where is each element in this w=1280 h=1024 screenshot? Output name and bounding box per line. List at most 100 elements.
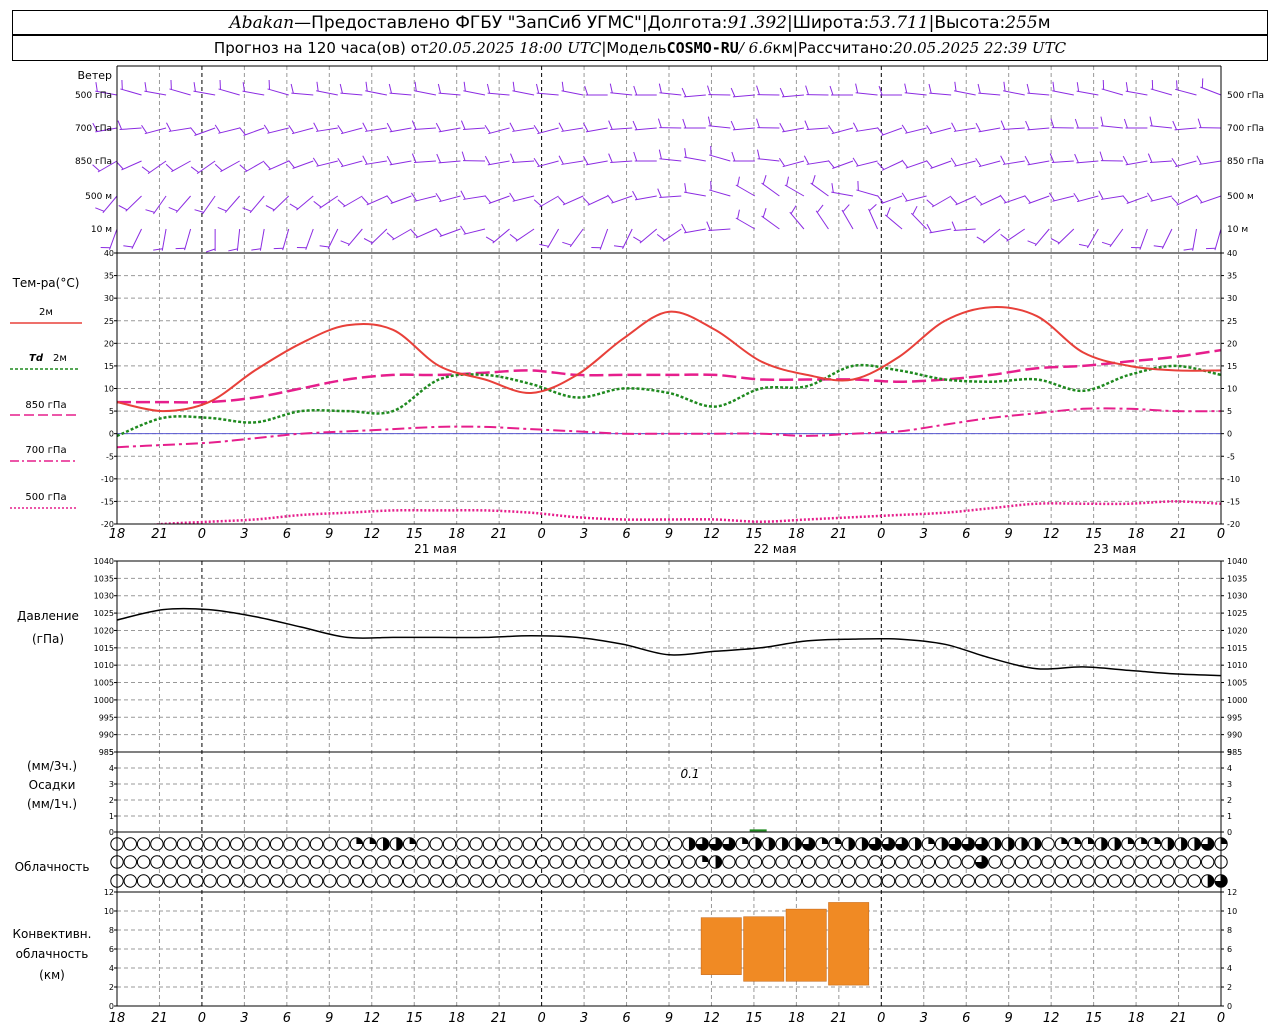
cloud-cover-symbol [589,874,603,888]
x-tick-label: 18 [109,527,126,542]
cloud-circle [974,874,989,888]
wind-barb-feather [509,234,518,241]
wind-barb [804,120,829,131]
wind-barb [362,155,387,165]
wind-barb-feather [116,161,124,170]
cloud-cover-symbol [921,874,936,888]
cloud-cover-symbol [442,874,457,888]
x-tick-label: 12 [1043,1011,1060,1024]
wind-barb-staff [194,127,216,136]
wind-barb [365,81,387,96]
wind-barb [1153,228,1173,249]
wind-barb-feather [436,153,442,163]
wind-barb [100,228,118,250]
cloud-circle [1054,855,1069,869]
wind-level-label-left: 500 м [85,192,112,202]
wind-barb-feather [361,196,369,205]
wind-barb [684,183,706,197]
cloud-cover-symbol [1028,837,1042,851]
wind-barb [190,127,216,136]
wind-barb-staff [97,160,118,173]
x-tick-label: 12 [363,1011,380,1024]
wind-barb-feather [790,205,797,214]
x-tick-label: 3 [920,527,928,542]
cloud-cover-symbol [762,855,776,869]
wind-barb-staff [267,88,289,96]
cloud-circle [655,874,670,888]
wind-barb-staff [881,127,903,136]
x-tick-label: 12 [703,527,720,542]
wind-barb-feather [1171,197,1179,205]
cloud-circle [309,874,324,888]
wind-barb-feather [633,151,638,162]
wind-barb [1175,80,1197,96]
cloud-circle [775,874,789,888]
precip-unit3: (мм/3ч.) [27,759,77,773]
cloud-circle [895,874,909,888]
wind-barb-feather [583,122,589,132]
cloud-circle [1014,855,1029,869]
wind-barb [856,180,878,197]
wind-barb [1050,228,1075,245]
wind-barb-feather [657,188,662,198]
cloud-cover-symbol [349,855,364,869]
wind-barb-staff [365,160,387,165]
wind-barb-feather [165,163,174,172]
wind-barb-feather [901,159,909,168]
pressure-ytick-left: 1035 [94,574,114,583]
wind-barb-feather [1026,83,1030,94]
cloud-circle [402,874,417,888]
wind-barb [340,228,363,247]
wind-barb [1000,120,1025,131]
wind-barb [484,155,510,166]
cloud-circle [363,855,377,869]
wind-barb-staff [709,154,731,162]
cloud-cover-symbol [1187,855,1202,869]
wind-barb-staff [537,160,559,168]
cloud-title: Облачность [15,860,90,874]
cloud-circle [230,874,244,888]
cloud-cover-symbol [1174,837,1188,851]
wind-level-label-right: 500 гПа [1227,91,1264,101]
cloud-cover-symbol [974,837,989,851]
cloud-cover-symbol [429,855,443,869]
wind-barb [878,85,903,96]
temp-ytick-right: 0 [1227,430,1232,439]
cloud-fill [1034,837,1041,851]
cloud-circle [1187,874,1202,888]
cloud-circle [908,874,922,888]
wind-barb-staff [841,209,854,230]
cloud-circle [150,874,164,888]
cloud-cover-symbol [482,855,497,869]
cloud-circle [602,855,616,869]
cloud-cover-symbol [642,874,656,888]
conv-ytick-right: 2 [1227,983,1232,992]
cloud-circle [722,874,736,888]
wind-barb-feather [779,87,785,97]
longitude-label: Долгота: [647,12,728,33]
wind-barb-staff [259,228,265,251]
wind-barb-staff [855,92,878,96]
wind-barb [709,145,731,162]
wind-barb-feather [193,82,196,92]
pressure-ytick-left: 985 [99,748,114,757]
cloud-cover-symbol [562,837,576,851]
cloud-cover-symbol [123,855,138,869]
wind-barb-staff [512,160,535,164]
wind-barb [512,81,535,96]
cloud-circle [376,855,390,869]
cloud-cover-symbol [482,874,497,888]
wind-barb-staff [904,92,927,96]
wind-barb-feather [533,199,542,207]
wind-barb-staff [1139,228,1148,250]
cloud-cover-symbol [708,874,723,888]
wind-barb [1196,155,1222,165]
pressure-ytick-left: 990 [99,731,114,740]
wind-barb [735,209,756,230]
wind-barb-staff [781,94,804,98]
wind-barb-feather [1049,153,1055,163]
wind-barb-feather [926,160,933,169]
wind-barb-feather [251,248,261,251]
cloud-circle [349,855,364,869]
wind-barb [535,83,559,96]
